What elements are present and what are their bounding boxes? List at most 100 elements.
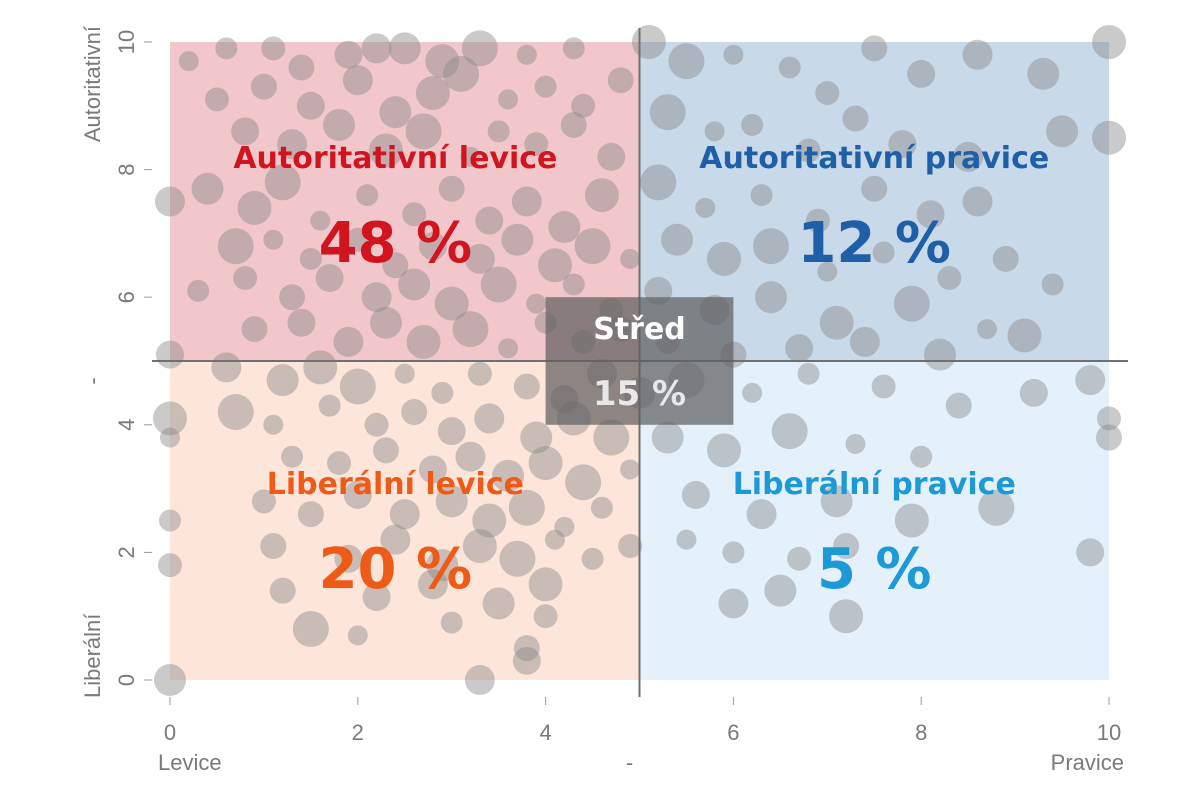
data-point (211, 352, 242, 383)
data-point (528, 446, 563, 481)
data-point (343, 480, 372, 509)
data-point (1092, 25, 1126, 59)
quadrant-labels: Autoritativní levice 48 % Autoritativní … (233, 141, 1049, 602)
data-point (888, 130, 917, 159)
data-point (356, 184, 379, 207)
data-point (1075, 365, 1106, 396)
data-point (362, 583, 391, 612)
data-point (288, 54, 315, 81)
data-point (361, 33, 392, 64)
data-point (250, 73, 277, 100)
data-point (347, 625, 368, 646)
data-point (261, 36, 286, 61)
data-point (263, 414, 284, 435)
data-point (315, 264, 344, 293)
data-point (498, 338, 519, 359)
data-point (718, 588, 749, 619)
data-point (461, 30, 498, 67)
data-point (231, 117, 260, 146)
data-point (871, 374, 896, 399)
data-point (640, 164, 677, 201)
center-title: Střed (593, 312, 686, 347)
data-point (425, 44, 460, 79)
data-point (571, 93, 596, 118)
data-point (620, 459, 641, 480)
data-point (431, 381, 454, 404)
y-axis-top-label: Autoritativní (80, 26, 105, 142)
data-point (861, 35, 888, 62)
data-point (394, 363, 415, 384)
data-point (819, 305, 854, 340)
y-tick-label: 0 (114, 674, 139, 686)
center-value: 15 % (593, 374, 686, 414)
quadrant-value-liberal-left: 20 % (319, 537, 473, 602)
x-tick-label: 8 (915, 720, 927, 745)
x-tick-label: 4 (539, 720, 551, 745)
y-tick-label: 2 (114, 546, 139, 558)
data-point (435, 485, 468, 518)
data-point (368, 133, 403, 168)
data-point (472, 503, 507, 538)
data-point (1076, 538, 1105, 567)
data-point (849, 326, 880, 357)
data-point (872, 241, 895, 264)
data-point (339, 368, 376, 405)
data-point (661, 223, 694, 256)
data-point (440, 611, 463, 634)
data-point (380, 524, 411, 555)
data-point (741, 113, 764, 136)
data-point (1092, 120, 1126, 155)
data-point (820, 485, 853, 518)
x-axis-center-label: - (626, 750, 633, 775)
data-point (842, 105, 869, 132)
data-point (452, 311, 489, 348)
data-point (815, 81, 840, 106)
data-point (379, 96, 412, 129)
data-point (764, 574, 797, 607)
quadrant-backgrounds (170, 42, 1109, 680)
data-point (160, 427, 180, 448)
x-tick-label: 0 (164, 720, 176, 745)
data-point (962, 186, 993, 217)
data-point (513, 635, 540, 662)
data-point (597, 142, 626, 171)
data-point (455, 441, 486, 472)
data-point (668, 43, 705, 80)
data-point (945, 392, 972, 419)
data-point (796, 138, 821, 163)
data-point (467, 361, 492, 386)
data-point (787, 546, 812, 571)
data-point (434, 286, 469, 321)
data-point (269, 577, 296, 604)
data-point (516, 44, 537, 65)
data-point (562, 37, 585, 60)
data-point (534, 75, 557, 98)
data-point (590, 496, 613, 519)
x-tick-label: 2 (352, 720, 364, 745)
quadrant-title-authoritarian-left: Autoritativní levice (233, 141, 557, 176)
data-point (492, 459, 525, 492)
quadrant-value-authoritarian-right: 12 % (797, 211, 951, 276)
data-point (155, 186, 185, 217)
y-tick-label: 10 (114, 30, 139, 54)
y-tick-label: 6 (114, 291, 139, 303)
data-point (565, 464, 602, 501)
data-point (707, 241, 742, 276)
x-axis-left-label: Levice (158, 750, 222, 775)
data-point (893, 285, 930, 322)
data-point (923, 338, 956, 371)
axis-ticks: 0 2 4 6 8 10 0 2 4 6 8 10 (114, 30, 1121, 745)
data-point (907, 59, 936, 88)
data-point (482, 587, 515, 620)
data-point (318, 394, 341, 417)
data-point (746, 499, 777, 530)
data-point (406, 324, 441, 359)
data-point (251, 489, 276, 514)
data-point (156, 340, 184, 369)
data-point (526, 293, 547, 314)
data-point (910, 445, 933, 468)
data-point (333, 326, 364, 357)
data-point (372, 437, 399, 464)
data-point (499, 540, 536, 577)
